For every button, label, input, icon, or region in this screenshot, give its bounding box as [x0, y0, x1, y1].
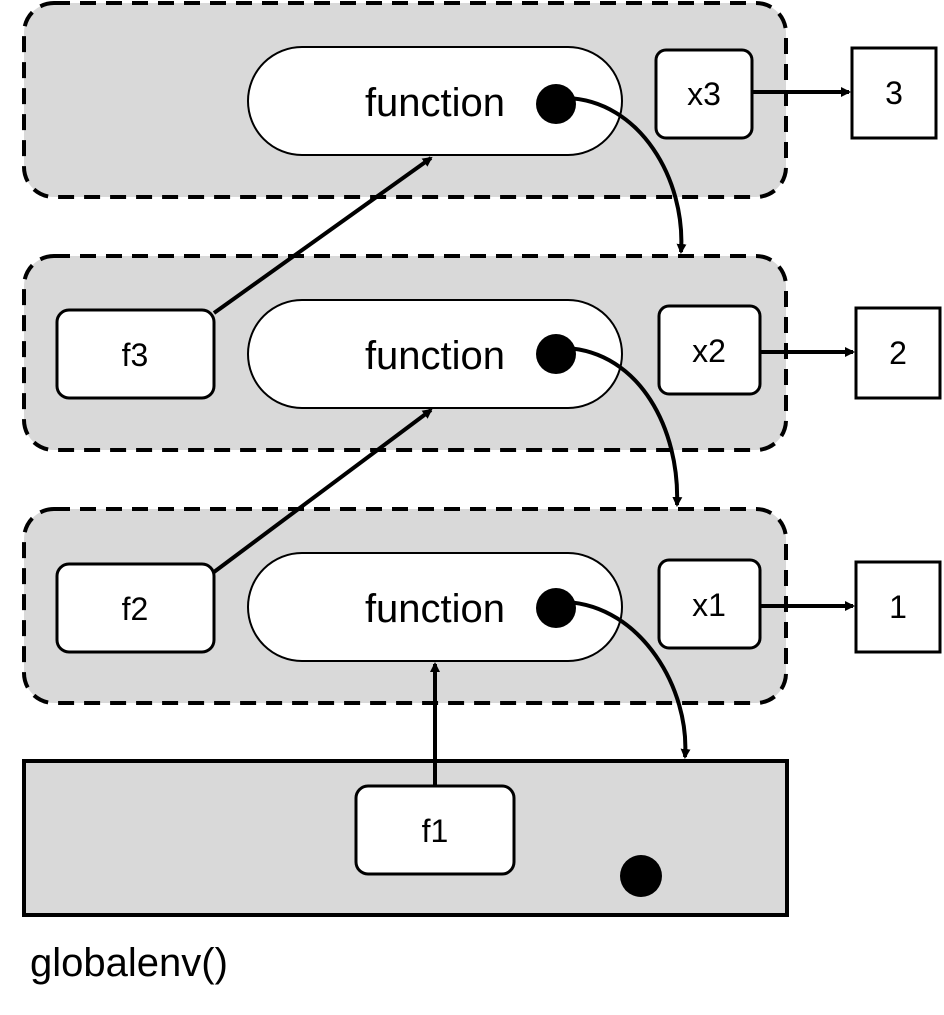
function-box-1-env-pointer: [536, 588, 576, 628]
value-2-box: [854, 306, 942, 400]
arrow-function-2-to-environment-1: [565, 346, 683, 507]
function-box-2-env-pointer: [536, 334, 576, 374]
binding-f1-label: f1: [422, 813, 449, 849]
arrow-function-3-to-environment-2: [565, 96, 687, 254]
binding-x2-label: x2: [692, 333, 726, 369]
arrows: [212, 87, 855, 786]
arrow-f2-to-function-2: [212, 408, 433, 574]
function-box-3-label: function: [365, 81, 505, 125]
global-environment-caption: globalenv(): [30, 941, 228, 985]
value-1-box: [854, 560, 942, 654]
function-box-1: [247, 552, 623, 662]
environment-3: function x3: [22, 1, 788, 199]
value-1-label: 1: [889, 589, 907, 625]
function-box-2-label: function: [365, 334, 505, 378]
binding-x3-label: x3: [687, 76, 721, 112]
global-environment-pointer: [620, 855, 662, 897]
binding-f3-box: [55, 308, 216, 400]
value-3-box: [850, 46, 938, 140]
binding-f2-box: [55, 562, 216, 654]
environment-2: f3 function x2: [22, 254, 788, 452]
arrow-f3-to-function-3: [212, 156, 433, 315]
function-box-3: [247, 46, 623, 156]
global-environment: f1: [22, 759, 789, 917]
arrow-function-1-to-global: [565, 600, 691, 759]
value-2-label: 2: [889, 335, 907, 371]
function-box-1-label: function: [365, 587, 505, 631]
binding-f2-label: f2: [122, 591, 149, 627]
function-box-3-env-pointer: [536, 84, 576, 124]
environment-1: f2 function x1: [22, 507, 788, 705]
binding-f3-label: f3: [122, 337, 149, 373]
function-box-2: [247, 299, 623, 409]
value-3-label: 3: [885, 75, 903, 111]
binding-x1-label: x1: [692, 587, 726, 623]
